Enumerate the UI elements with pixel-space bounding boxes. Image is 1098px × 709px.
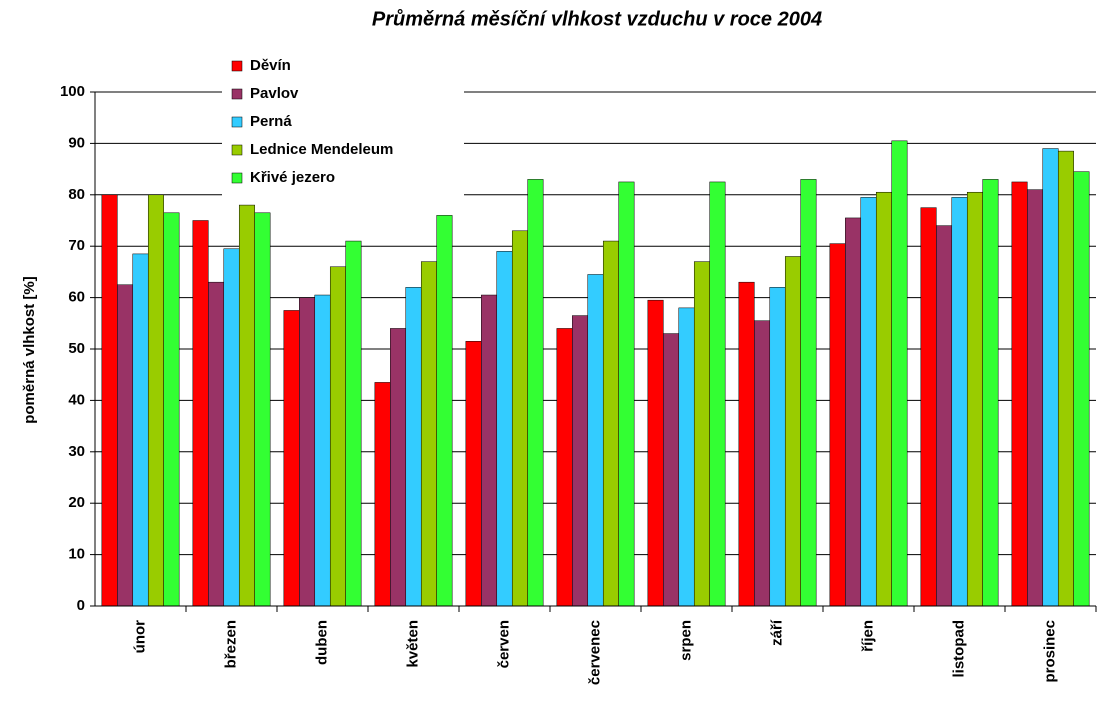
bar — [436, 215, 453, 607]
chart-title: Průměrná měsíční vlhkost vzduchu v roce … — [372, 8, 822, 30]
legend-label: Perná — [250, 113, 292, 130]
y-tick-label: 60 — [68, 289, 85, 306]
bar — [982, 179, 999, 607]
y-tick-label: 0 — [77, 597, 85, 614]
bar — [738, 281, 755, 607]
bar — [208, 281, 225, 607]
bar — [511, 230, 528, 607]
bar — [587, 274, 604, 607]
bar — [223, 248, 240, 607]
x-tick-label: únor — [131, 620, 148, 653]
bar — [860, 197, 877, 607]
bar — [254, 212, 271, 607]
bar — [527, 179, 544, 607]
bar — [920, 207, 937, 607]
legend-swatch — [231, 172, 243, 184]
y-tick-label: 90 — [68, 134, 85, 151]
legend-swatch — [231, 60, 243, 72]
x-tick-label: duben — [313, 620, 330, 665]
y-tick-label: 70 — [68, 237, 85, 254]
bar — [390, 328, 407, 607]
legend-label: Děvín — [250, 57, 291, 74]
bar — [132, 253, 149, 607]
y-tick-label: 80 — [68, 186, 85, 203]
bar — [572, 315, 589, 607]
bar — [192, 220, 209, 607]
bar — [496, 251, 513, 607]
bar — [481, 294, 498, 607]
bar — [800, 179, 817, 607]
bar — [314, 294, 331, 607]
bar — [784, 256, 801, 607]
bar — [1042, 148, 1059, 607]
bar — [405, 287, 422, 607]
x-tick-label: září — [768, 619, 785, 646]
bar — [602, 240, 619, 607]
x-tick-label: srpen — [677, 620, 694, 661]
bar — [147, 194, 164, 607]
y-axis-label: poměrná vlhkost [%] — [21, 276, 38, 424]
bar — [829, 243, 846, 607]
bar — [420, 261, 437, 607]
legend-swatch — [231, 88, 243, 100]
y-tick-label: 10 — [68, 546, 85, 563]
bar — [238, 204, 255, 607]
bar — [769, 287, 786, 607]
bar — [101, 194, 118, 607]
x-tick-label: prosinec — [1041, 620, 1058, 683]
bar — [951, 197, 968, 607]
bar — [966, 191, 983, 607]
x-tick-label: květen — [404, 620, 421, 668]
bar — [1011, 181, 1028, 607]
legend-swatch — [231, 144, 243, 156]
bar — [283, 310, 300, 607]
bar — [374, 382, 391, 607]
legend-label: Křivé jezero — [250, 169, 335, 186]
y-tick-label: 50 — [68, 340, 85, 357]
bar — [936, 225, 953, 607]
bar — [693, 261, 710, 607]
bar — [647, 299, 664, 607]
y-tick-label: 30 — [68, 443, 85, 460]
legend-swatch — [231, 116, 243, 128]
bar — [678, 307, 695, 607]
x-tick-label: říjen — [859, 620, 876, 652]
bar — [1057, 150, 1074, 607]
y-tick-label: 20 — [68, 494, 85, 511]
legend-label: Lednice Mendeleum — [250, 141, 393, 158]
bar — [1073, 171, 1090, 607]
y-tick-label: 100 — [60, 83, 85, 100]
bar — [709, 181, 726, 607]
bar — [556, 328, 573, 607]
legend-label: Pavlov — [250, 85, 299, 102]
x-tick-label: červenec — [586, 620, 603, 685]
bar — [618, 181, 635, 607]
legend: Děvín Pavlov Perná Lednice Mendeleum Křivé j… — [222, 50, 464, 198]
bar — [345, 240, 362, 607]
x-tick-label: listopad — [950, 620, 967, 678]
bar — [1027, 189, 1044, 607]
y-tick-label: 40 — [68, 391, 85, 408]
x-tick-label: březen — [222, 620, 239, 668]
bar — [663, 333, 680, 607]
bar — [117, 284, 134, 607]
bar — [845, 217, 862, 607]
x-tick-label: červen — [495, 620, 512, 668]
legend-box — [222, 50, 464, 198]
bar — [465, 341, 482, 607]
bar — [163, 212, 180, 607]
bar — [875, 191, 892, 607]
bar — [329, 266, 346, 607]
bar — [891, 140, 908, 607]
bar — [754, 320, 771, 607]
bar — [299, 297, 316, 607]
